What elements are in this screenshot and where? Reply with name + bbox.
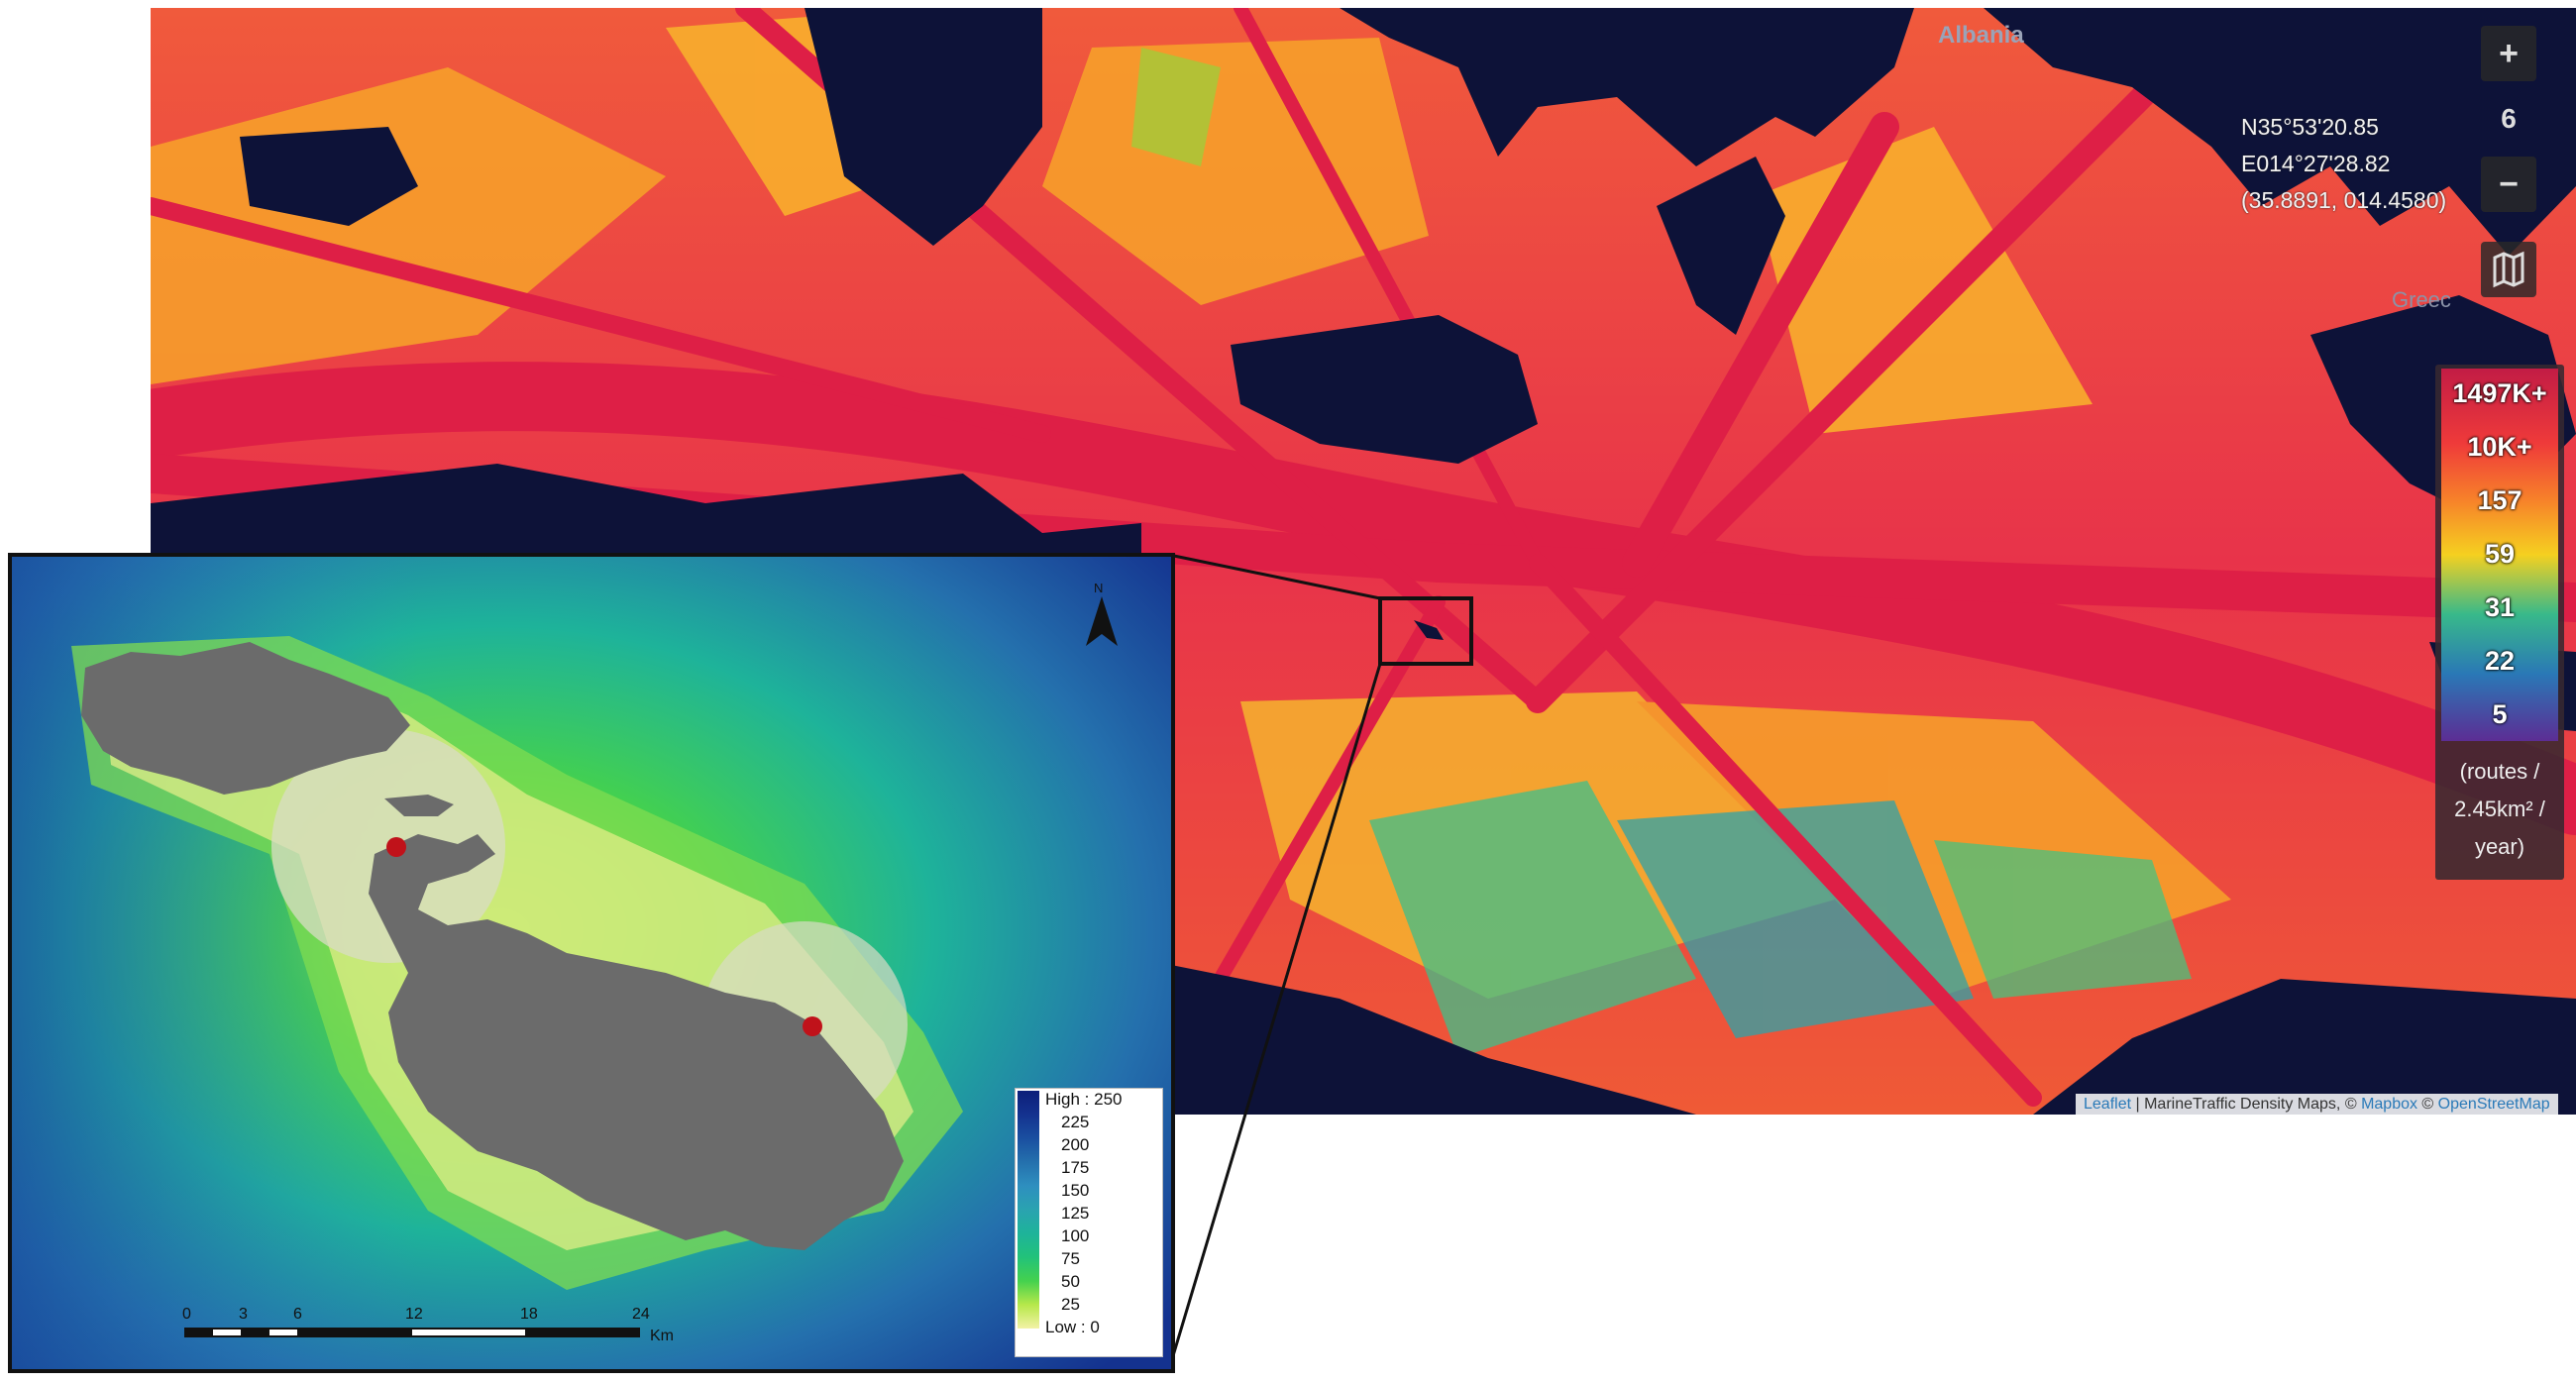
depth-legend: High : 250 225 200 175 150 125 100 75 50… <box>1015 1088 1163 1357</box>
scale-tick-label: 18 <box>520 1306 538 1323</box>
depth-label: 225 <box>1061 1113 1090 1131</box>
depth-label: 200 <box>1061 1135 1090 1154</box>
depth-label: 50 <box>1061 1272 1080 1291</box>
north-arrow-icon <box>1086 596 1118 646</box>
depth-label: 175 <box>1061 1158 1090 1177</box>
malta-bathymetry-inset <box>8 553 1175 1373</box>
depth-label: 125 <box>1061 1204 1090 1223</box>
scale-tick-label: 0 <box>182 1306 191 1323</box>
layers-button[interactable] <box>2481 242 2536 297</box>
depth-label: 75 <box>1061 1249 1080 1268</box>
north-arrow: N <box>1082 581 1122 650</box>
sardinia-corsica <box>805 8 1042 246</box>
gozo-island <box>81 642 410 795</box>
scale-unit: Km <box>650 1328 674 1344</box>
mapbox-link[interactable]: Mapbox <box>2361 1096 2417 1113</box>
density-map[interactable]: Albania Greec + 6 − <box>151 8 2576 1115</box>
depth-label: 150 <box>1061 1181 1090 1200</box>
egypt-coast <box>2033 979 2576 1115</box>
longitude-text: E014°27'28.82 <box>2241 151 2391 176</box>
scale-bar: 0 3 6 12 18 24 Km <box>182 1306 739 1345</box>
decimal-coordinates-text: (35.8891, 014.4580) <box>2241 187 2447 213</box>
density-color-ramp <box>2441 369 2558 741</box>
map-icon <box>2493 251 2524 288</box>
country-label-greece-partial: Greec <box>2392 287 2451 312</box>
balkans-landmass <box>1984 8 2576 256</box>
coordinate-readout: N35°53'20.85 E014°27'28.82 (35.8891, 014… <box>2241 109 2446 219</box>
country-label-albania: Albania <box>1938 22 2024 49</box>
bathymetry-canvas <box>12 557 1171 1369</box>
north-africa-west <box>151 464 1141 563</box>
legend-unit-line: (routes / <box>2459 759 2540 784</box>
legend-label: 5 <box>2492 699 2508 729</box>
zoom-out-button[interactable]: − <box>2481 157 2536 212</box>
malta-highlight-box <box>1378 596 1473 666</box>
latitude-text: N35°53'20.85 <box>2241 114 2379 140</box>
legend-label: 157 <box>2477 485 2522 515</box>
malta-mini <box>1414 620 1444 640</box>
legend-unit-line: 2.45km² / <box>2454 797 2545 821</box>
site-marker <box>803 1016 822 1036</box>
zoom-in-button[interactable]: + <box>2481 26 2536 81</box>
calabria <box>1657 157 1785 335</box>
density-map-canvas <box>151 8 2576 1115</box>
zoom-level-display: 6 <box>2501 103 2517 134</box>
legend-label: 59 <box>2484 539 2516 569</box>
site-marker <box>386 837 406 857</box>
openstreetmap-link[interactable]: OpenStreetMap <box>2437 1096 2550 1113</box>
scale-tick-label: 24 <box>632 1306 650 1323</box>
comino-island <box>384 795 454 816</box>
leaflet-link[interactable]: Leaflet <box>2084 1096 2132 1113</box>
scale-bar-graphic <box>184 1328 640 1337</box>
italy-landmass <box>1340 8 1914 166</box>
scale-tick-label: 3 <box>239 1306 248 1323</box>
sicily-island <box>1231 315 1538 464</box>
malta-island <box>369 834 904 1250</box>
legend-label: 22 <box>2484 646 2516 676</box>
low-density-areas <box>1131 48 2192 1058</box>
legend-label: 1497K+ <box>2452 378 2547 408</box>
legend-label: 10K+ <box>2467 432 2532 462</box>
depth-label: 25 <box>1061 1295 1080 1314</box>
north-label: N <box>1094 581 1104 595</box>
depth-label: 100 <box>1061 1226 1090 1245</box>
map-attribution: Leaflet | MarineTraffic Density Maps, © … <box>2076 1094 2558 1115</box>
balearic-island <box>240 127 418 226</box>
depth-color-ramp <box>1018 1091 1039 1329</box>
legend-label: 31 <box>2484 592 2516 622</box>
depth-label: High : 250 <box>1045 1090 1123 1109</box>
depth-label: Low : 0 <box>1045 1318 1100 1336</box>
attribution-text: | MarineTraffic Density Maps, © <box>2131 1096 2362 1113</box>
scale-tick-label: 12 <box>405 1306 423 1323</box>
attribution-separator: © <box>2416 1096 2438 1113</box>
density-legend: 1497K+ 10K+ 157 59 31 22 5 (routes / 2.4… <box>2435 365 2564 880</box>
legend-unit-line: year) <box>2474 834 2525 859</box>
scale-tick-label: 6 <box>293 1306 302 1323</box>
